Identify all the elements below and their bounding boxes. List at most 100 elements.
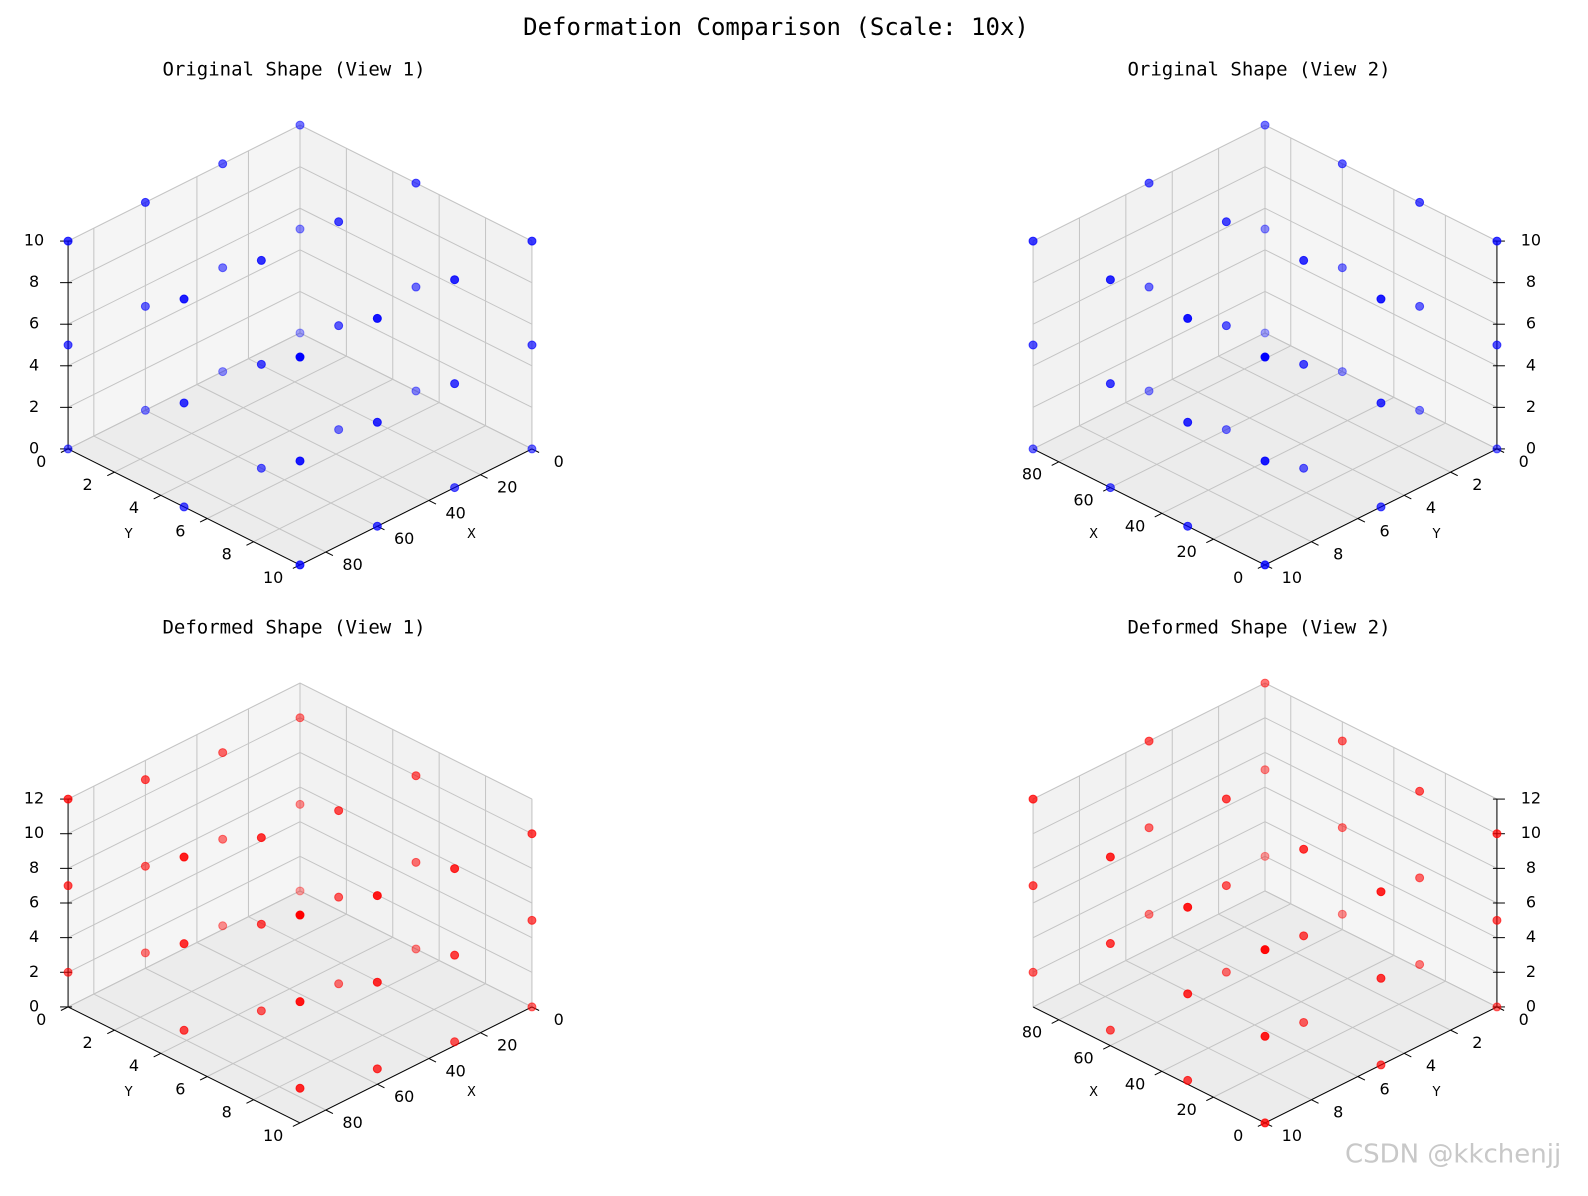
point bbox=[1260, 678, 1270, 688]
point bbox=[1105, 1025, 1115, 1035]
grid-line bbox=[1264, 890, 1498, 1008]
y-axis-line bbox=[67, 1006, 301, 1124]
tick-mark bbox=[480, 1032, 488, 1037]
point bbox=[63, 444, 73, 454]
grid-line bbox=[299, 855, 533, 973]
point bbox=[1221, 881, 1231, 891]
tick-mark bbox=[1154, 1070, 1163, 1076]
point bbox=[334, 892, 344, 902]
y-tick-label: 4 bbox=[1426, 498, 1436, 517]
grid-line bbox=[93, 993, 326, 1111]
point bbox=[295, 910, 305, 920]
grid-line bbox=[299, 166, 533, 284]
point bbox=[256, 919, 266, 929]
grid-line bbox=[67, 682, 301, 800]
tick-mark bbox=[428, 1058, 437, 1063]
point bbox=[1376, 1060, 1386, 1070]
point bbox=[1492, 915, 1502, 925]
point bbox=[1105, 852, 1115, 862]
point bbox=[218, 834, 228, 844]
point bbox=[218, 748, 228, 758]
point bbox=[295, 713, 305, 723]
grid-line bbox=[114, 355, 347, 473]
y-tick-label: 8 bbox=[1333, 545, 1343, 564]
y-tick-label: 4 bbox=[1426, 1056, 1436, 1075]
tick-mark bbox=[107, 471, 115, 477]
y-tick-label: 10 bbox=[1282, 1126, 1302, 1145]
point bbox=[256, 463, 266, 473]
x-tick-label: 80 bbox=[1022, 465, 1042, 484]
point bbox=[1144, 909, 1154, 919]
point bbox=[1221, 321, 1231, 331]
point bbox=[1260, 1118, 1270, 1128]
tick-mark bbox=[1450, 471, 1458, 477]
y-axis-label: Y bbox=[124, 1085, 133, 1100]
z-tick-label: 0 bbox=[1526, 438, 1536, 457]
point bbox=[1299, 255, 1309, 265]
grid-line bbox=[1264, 682, 1498, 800]
point bbox=[450, 1037, 460, 1047]
point bbox=[1492, 829, 1502, 839]
grid-line bbox=[67, 124, 301, 242]
tick-mark bbox=[1357, 1076, 1366, 1081]
figure-title: Deformation Comparison (Scale: 10x) bbox=[523, 13, 1029, 41]
z-tick-label: 10 bbox=[24, 823, 44, 842]
point bbox=[295, 328, 305, 338]
point bbox=[1492, 444, 1502, 454]
x-tick-label: 80 bbox=[342, 555, 362, 574]
point bbox=[1028, 236, 1038, 246]
point bbox=[411, 386, 421, 396]
grid-line bbox=[1032, 890, 1266, 1008]
point bbox=[179, 294, 189, 304]
grid-line bbox=[160, 378, 393, 496]
x-axis-label: X bbox=[1089, 1085, 1098, 1100]
point bbox=[1028, 881, 1038, 891]
point bbox=[1221, 967, 1231, 977]
grid-line bbox=[1264, 751, 1498, 869]
z-tick-label: 2 bbox=[29, 397, 39, 416]
point bbox=[140, 861, 150, 871]
grid-line bbox=[1125, 402, 1358, 519]
tick-mark bbox=[1311, 1099, 1319, 1104]
grid-line bbox=[67, 332, 301, 450]
grid-line bbox=[1218, 355, 1451, 473]
point bbox=[1337, 736, 1347, 746]
y-tick-label: 2 bbox=[83, 475, 93, 494]
grid-line bbox=[67, 855, 301, 973]
x-tick-label: 0 bbox=[554, 452, 564, 471]
grid-line bbox=[196, 384, 430, 501]
grid-line bbox=[1032, 249, 1266, 367]
y-tick-label: 8 bbox=[1333, 1103, 1343, 1122]
z-tick-label: 8 bbox=[29, 858, 39, 877]
grid-line bbox=[1264, 717, 1498, 835]
point bbox=[1415, 873, 1425, 883]
grid-line bbox=[299, 890, 533, 1008]
point bbox=[1183, 989, 1193, 999]
point bbox=[1260, 945, 1270, 955]
point bbox=[411, 282, 421, 292]
point bbox=[527, 236, 537, 246]
grid-line bbox=[1058, 903, 1291, 1021]
point bbox=[295, 886, 305, 896]
point bbox=[527, 444, 537, 454]
point bbox=[1376, 502, 1386, 512]
grid-line bbox=[299, 821, 533, 939]
point bbox=[1376, 973, 1386, 983]
tick-mark bbox=[480, 474, 488, 479]
point bbox=[1260, 765, 1270, 775]
y-tick-label: 2 bbox=[83, 1033, 93, 1052]
z-tick-label: 4 bbox=[1526, 355, 1536, 374]
point bbox=[63, 340, 73, 350]
point bbox=[256, 255, 266, 265]
grid-line bbox=[248, 916, 481, 1034]
point bbox=[411, 178, 421, 188]
point bbox=[450, 864, 460, 874]
point bbox=[1376, 887, 1386, 897]
point bbox=[218, 921, 228, 931]
point bbox=[372, 977, 382, 987]
y-axis-label: Y bbox=[1431, 1085, 1440, 1100]
grid-line bbox=[1264, 821, 1498, 939]
grid-line bbox=[1218, 913, 1451, 1031]
y-tick-label: 0 bbox=[36, 452, 46, 471]
grid-line bbox=[1110, 929, 1343, 1047]
